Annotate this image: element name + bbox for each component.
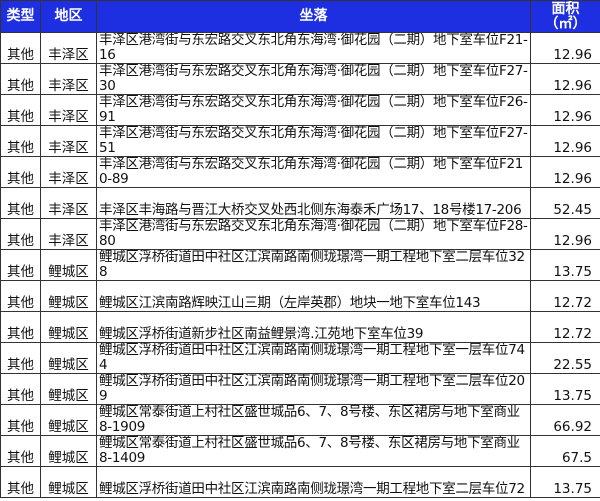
cell-area: 12.96 (530, 156, 600, 188)
cell-area: 12.96 (530, 94, 600, 126)
cell-region: 鲤城区 (40, 342, 97, 374)
cell-location: 鲤城区浮桥街道田中社区江滨南路南侧珑璟湾一期工程地下室二层车位328 (96, 249, 531, 281)
cell-region: 丰泽区 (40, 63, 97, 95)
cell-type: 其他 (0, 32, 41, 64)
cell-area: 12.72 (530, 311, 600, 343)
cell-location: 丰泽区港湾街与东宏路交叉东北角东海湾·御花园（二期）地下室车位F21-16 (96, 32, 531, 64)
cell-type: 其他 (0, 404, 41, 436)
cell-area: 12.96 (530, 32, 600, 64)
cell-location: 鲤城区浮桥街道田中社区江滨南路南侧珑璟湾一期工程地下室一层车位744 (96, 342, 531, 374)
cell-type: 其他 (0, 187, 41, 219)
cell-area: 12.96 (530, 63, 600, 95)
cell-area: 67.5 (530, 435, 600, 467)
cell-area: 13.75 (530, 249, 600, 281)
cell-region: 鲤城区 (40, 249, 97, 281)
cell-area: 12.72 (530, 280, 600, 312)
cell-area: 22.55 (530, 342, 600, 374)
cell-region: 鲤城区 (40, 311, 97, 343)
cell-location: 鲤城区江滨南路辉映江山三期（左岸英郡）地块一地下室车位143 (96, 280, 531, 312)
cell-location: 丰泽区港湾街与东宏路交叉东北角东海湾·御花园（二期）地下室车位F27-30 (96, 63, 531, 95)
cell-region: 鲤城区 (40, 435, 97, 467)
cell-region: 丰泽区 (40, 187, 97, 219)
cell-region: 鲤城区 (40, 280, 97, 312)
table-row: 其他 丰泽区 丰泽区港湾街与东宏路交叉东北角东海湾·御花园（二期）地下室车位F26-… (0, 94, 600, 126)
table-row: 其他 鲤城区 鲤城区浮桥街道新步社区南益鲤景湾.江苑地下室车位39 12.72 (0, 311, 600, 343)
cell-location: 鲤城区浮桥街道田中社区江滨南路南侧珑璟湾一期工程地下室二层车位209 (96, 373, 531, 405)
cell-type: 其他 (0, 435, 41, 467)
cell-area: 12.96 (530, 218, 600, 250)
table-row: 其他 丰泽区 丰泽区港湾街与东宏路交叉东北角东海湾·御花园（二期）地下室车位F210… (0, 156, 600, 188)
cell-type: 其他 (0, 125, 41, 157)
table-row: 其他 鲤城区 鲤城区浮桥街道田中社区江滨南路南侧珑璟湾一期工程地下室一层车位744 2… (0, 342, 600, 374)
table-row: 其他 丰泽区 丰泽区港湾街与东宏路交叉东北角东海湾·御花园（二期）地下室车位F28-… (0, 218, 600, 250)
cell-region: 丰泽区 (40, 32, 97, 64)
table-row: 其他 鲤城区 鲤城区常泰街道上村社区盛世城品6、7、8号楼、东区裙房与地下室商业8-… (0, 404, 600, 436)
table-row: 其他 丰泽区 丰泽区港湾街与东宏路交叉东北角东海湾·御花园（二期）地下室车位F27-… (0, 125, 600, 157)
header-area: 面积 （㎡） (530, 0, 600, 33)
cell-type: 其他 (0, 280, 41, 312)
cell-region: 丰泽区 (40, 218, 97, 250)
cell-area: 13.75 (530, 466, 600, 498)
cell-location: 丰泽区港湾街与东宏路交叉东北角东海湾·御花园（二期）地下室车位F27-51 (96, 125, 531, 157)
cell-location: 鲤城区常泰街道上村社区盛世城品6、7、8号楼、东区裙房与地下室商业8-1909 (96, 404, 531, 436)
cell-area: 66.92 (530, 404, 600, 436)
table-row: 其他 丰泽区 丰泽区港湾街与东宏路交叉东北角东海湾·御花园（二期）地下室车位F27-… (0, 63, 600, 95)
cell-type: 其他 (0, 249, 41, 281)
cell-region: 丰泽区 (40, 125, 97, 157)
header-area-label: 面积 (551, 0, 580, 17)
cell-type: 其他 (0, 466, 41, 498)
cell-area: 13.75 (530, 373, 600, 405)
header-row: 类型 地区 坐落 面积 （㎡） (0, 0, 600, 33)
cell-location: 丰泽区丰海路与晋江大桥交叉处西北侧东海泰禾广场17、18号楼17-206 (96, 187, 531, 219)
cell-location: 丰泽区港湾街与东宏路交叉东北角东海湾·御花园（二期）地下室车位F26-91 (96, 94, 531, 126)
cell-location: 鲤城区浮桥街道田中社区江滨南路南侧珑璟湾一期工程地下室二层车位72 (96, 466, 531, 498)
table-row: 其他 丰泽区 丰泽区港湾街与东宏路交叉东北角东海湾·御花园（二期）地下室车位F21-… (0, 32, 600, 64)
table-row: 其他 鲤城区 鲤城区浮桥街道田中社区江滨南路南侧珑璟湾一期工程地下室二层车位72 13… (0, 466, 600, 498)
cell-type: 其他 (0, 156, 41, 188)
cell-region: 鲤城区 (40, 404, 97, 436)
cell-location: 丰泽区港湾街与东宏路交叉东北角东海湾·御花园（二期）地下室车位F28-80 (96, 218, 531, 250)
table-row: 其他 鲤城区 鲤城区常泰街道上村社区盛世城品6、7、8号楼、东区裙房与地下室商业8-… (0, 435, 600, 467)
table-row: 其他 鲤城区 鲤城区江滨南路辉映江山三期（左岸英郡）地块一地下室车位143 12.72 (0, 280, 600, 312)
cell-region: 鲤城区 (40, 466, 97, 498)
table-row: 其他 鲤城区 鲤城区浮桥街道田中社区江滨南路南侧珑璟湾一期工程地下室二层车位209 1… (0, 373, 600, 405)
cell-type: 其他 (0, 94, 41, 126)
cell-location: 鲤城区常泰街道上村社区盛世城品6、7、8号楼、东区裙房与地下室商业8-1409 (96, 435, 531, 467)
cell-region: 丰泽区 (40, 156, 97, 188)
cell-location: 丰泽区港湾街与东宏路交叉东北角东海湾·御花园（二期）地下室车位F210-89 (96, 156, 531, 188)
cell-type: 其他 (0, 218, 41, 250)
cell-area: 12.96 (530, 125, 600, 157)
header-location: 坐落 (96, 0, 531, 33)
table-row: 其他 丰泽区 丰泽区丰海路与晋江大桥交叉处西北侧东海泰禾广场17、18号楼17-20… (0, 187, 600, 219)
cell-type: 其他 (0, 373, 41, 405)
cell-region: 鲤城区 (40, 373, 97, 405)
header-area-unit: （㎡） (544, 15, 587, 32)
cell-type: 其他 (0, 342, 41, 374)
cell-location: 鲤城区浮桥街道新步社区南益鲤景湾.江苑地下室车位39 (96, 311, 531, 343)
header-type: 类型 (0, 0, 41, 33)
cell-area: 52.45 (530, 187, 600, 219)
table-row: 其他 鲤城区 鲤城区浮桥街道田中社区江滨南路南侧珑璟湾一期工程地下室二层车位328 1… (0, 249, 600, 281)
cell-type: 其他 (0, 311, 41, 343)
header-region: 地区 (40, 0, 97, 33)
cell-region: 丰泽区 (40, 94, 97, 126)
cell-type: 其他 (0, 63, 41, 95)
